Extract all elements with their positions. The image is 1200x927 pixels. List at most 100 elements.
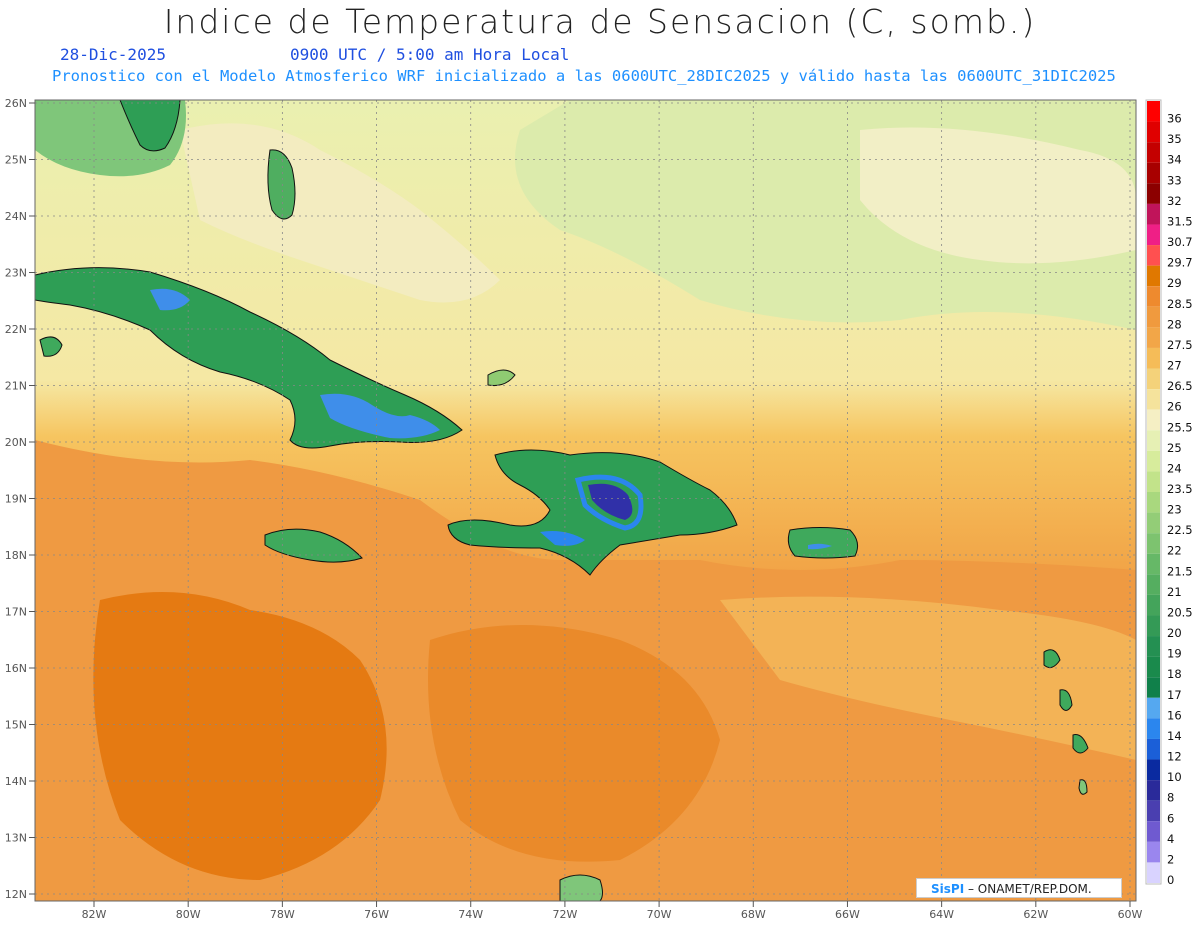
martinique-island: [1059, 689, 1073, 711]
lat-tick-label: 24N: [5, 210, 27, 223]
colorbar-label: 29: [1167, 276, 1182, 290]
lat-tick-label: 12N: [5, 888, 27, 901]
colorbar-label: 19: [1167, 647, 1182, 661]
colorbar-swatch: [1147, 430, 1160, 451]
colorbar-label: 23: [1167, 503, 1182, 517]
st-lucia-island: [1072, 734, 1089, 754]
colorbar-label: 4: [1167, 832, 1174, 846]
colorbar-swatch: [1147, 306, 1160, 328]
lon-tick-label: 60W: [1118, 908, 1143, 921]
colorbar-swatch: [1147, 389, 1160, 410]
lat-tick-label: 18N: [5, 549, 27, 562]
colorbar-swatch: [1147, 203, 1160, 225]
colorbar-swatch: [1147, 121, 1160, 143]
colorbar-label: 21: [1167, 585, 1182, 599]
colorbar-label: 24: [1167, 461, 1182, 475]
guadeloupe-island: [1043, 649, 1061, 669]
andros-island: [267, 149, 296, 220]
puerto-rico-island: [787, 527, 859, 559]
colorbar-label: 2: [1167, 852, 1174, 866]
caribbean-light-band: [720, 596, 1136, 760]
st-vincent-island: [1078, 779, 1088, 795]
credit-text: – ONAMET/REP.DOM.: [964, 882, 1092, 896]
map-plot-area: [35, 100, 1136, 901]
colorbar-swatch: [1147, 245, 1160, 266]
colorbar-swatch: [1147, 697, 1160, 719]
lat-tick-label: 25N: [5, 154, 27, 167]
colorbar-swatch: [1147, 327, 1160, 348]
colorbar-label: 17: [1167, 688, 1182, 702]
colorbar-label: 26.5: [1167, 379, 1193, 393]
forecast-date: 28-Dic-2025: [60, 45, 166, 64]
colorbar-label: 31.5: [1167, 214, 1193, 228]
colorbar-swatch: [1147, 101, 1160, 122]
lon-tick-label: 80W: [176, 908, 201, 921]
colorbar-swatch: [1147, 492, 1160, 513]
lat-tick-label: 13N: [5, 832, 27, 845]
colorbar-label: 29.7: [1167, 256, 1193, 270]
colorbar-swatch: [1147, 471, 1160, 492]
lat-tick-label: 15N: [5, 719, 27, 732]
caribbean-deep-orange: [93, 592, 387, 880]
atlantic-pale-zone: [860, 127, 1136, 264]
colorbar-label: 21.5: [1167, 564, 1193, 578]
colorbar-label: 27: [1167, 359, 1182, 373]
colorbar-swatch: [1147, 615, 1160, 637]
lon-tick-label: 72W: [552, 908, 577, 921]
colorbar-swatch: [1147, 738, 1160, 760]
bahamas-pale-zone: [180, 123, 500, 303]
colorbar-swatch: [1147, 759, 1160, 781]
colorbar-swatch: [1147, 780, 1160, 801]
colorbar: 363534333231.530.729.72928.52827.52726.5…: [1145, 99, 1193, 887]
hispaniola-blue-core: [588, 483, 633, 520]
colorbar-label: 8: [1167, 791, 1174, 805]
colorbar-swatch: [1147, 594, 1160, 616]
gridlines: [35, 100, 1136, 901]
colorbar-label: 28.5: [1167, 297, 1193, 311]
lat-tick-label: 21N: [5, 380, 27, 393]
colorbar-swatch: [1147, 656, 1160, 678]
lon-tick-label: 78W: [270, 908, 295, 921]
lat-tick-label: 19N: [5, 493, 27, 506]
map-frame: [34, 99, 1137, 902]
lat-tick-label: 14N: [5, 775, 27, 788]
colorbar-label: 26: [1167, 400, 1182, 414]
model-subtitle: Pronostico con el Modelo Atmosferico WRF…: [52, 67, 1116, 85]
colorbar-swatch: [1147, 142, 1160, 163]
colorbar-frame: [1145, 99, 1162, 885]
lat-tick-label: 16N: [5, 662, 27, 675]
colorbar-swatch: [1147, 574, 1160, 595]
florida-land: [119, 100, 181, 152]
cuba-blue-core: [320, 393, 440, 439]
lat-tick-label: 26N: [5, 97, 27, 110]
colorbar-label: 34: [1167, 153, 1182, 167]
colorbar-label: 22: [1167, 544, 1182, 558]
colorbar-label: 14: [1167, 729, 1182, 743]
lon-tick-label: 74W: [458, 908, 483, 921]
chart-title: Indice de Temperatura de Sensacion (C, s…: [163, 2, 1037, 41]
lat-tick-label: 17N: [5, 606, 27, 619]
colorbar-label: 25.5: [1167, 420, 1193, 434]
colorbar-swatch: [1147, 224, 1160, 246]
colorbar-swatch: [1147, 347, 1160, 369]
hispaniola-blue-halo: [574, 474, 644, 531]
colorbar-label: 0: [1167, 873, 1174, 887]
colorbar-swatch: [1147, 286, 1160, 307]
colorbar-label: 32: [1167, 194, 1182, 208]
bahamas-small-island: [487, 369, 516, 386]
colorbar-swatch: [1147, 368, 1160, 390]
credit-box: SisPI – ONAMET/REP.DOM.: [916, 878, 1122, 898]
cuba-west-blue: [150, 288, 190, 311]
colorbar-label: 33: [1167, 173, 1182, 187]
colorbar-label: 27.5: [1167, 338, 1193, 352]
colorbar-swatch: [1147, 553, 1160, 575]
colorbar-swatch: [1147, 821, 1160, 842]
colorbar-label: 36: [1167, 112, 1182, 126]
lon-tick-label: 70W: [647, 908, 672, 921]
caribbean-deep-orange-2: [428, 625, 720, 862]
isla-juventud: [39, 336, 63, 357]
colorbar-label: 28: [1167, 317, 1182, 331]
lon-tick-label: 76W: [364, 908, 389, 921]
lon-tick-label: 66W: [835, 908, 860, 921]
